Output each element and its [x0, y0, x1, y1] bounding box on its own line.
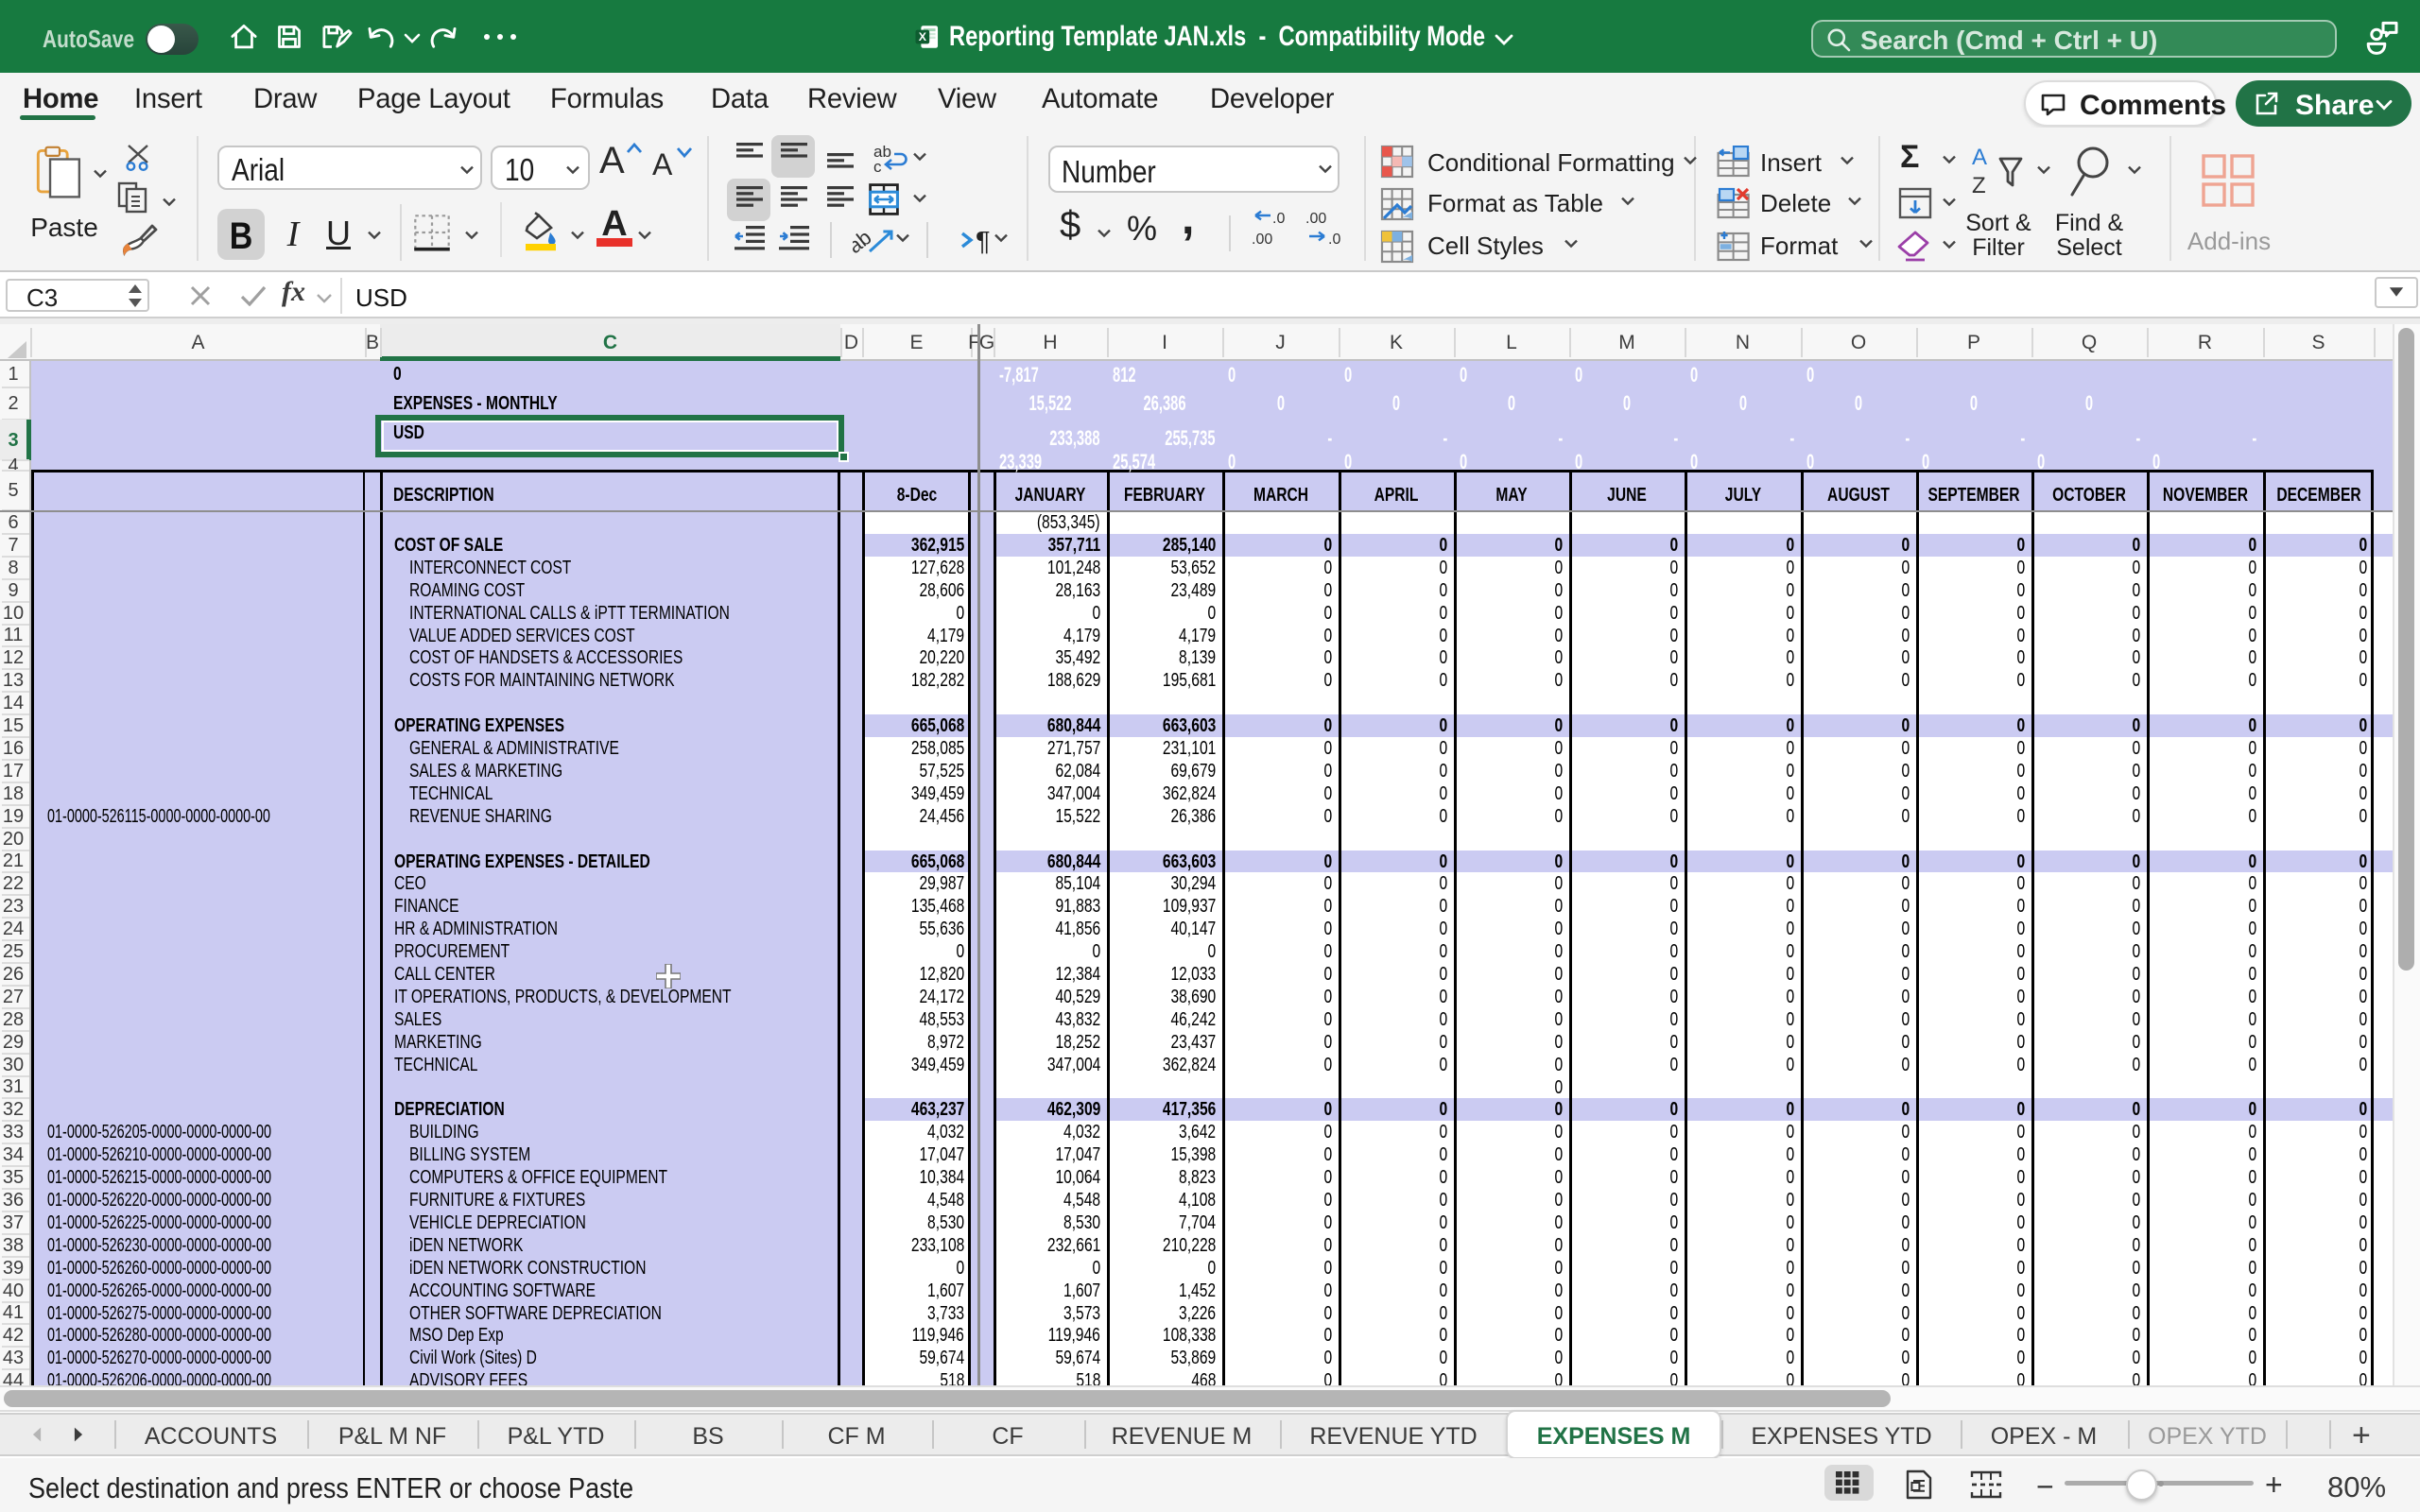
svg-text:A: A — [1972, 145, 1987, 170]
svg-text:¶: ¶ — [976, 227, 991, 255]
svg-text:Z: Z — [1972, 173, 1986, 198]
svg-text:.00: .00 — [1305, 211, 1326, 227]
svg-text:X: X — [919, 30, 927, 43]
svg-text:.00: .00 — [1252, 232, 1272, 248]
svg-text:c: c — [873, 158, 882, 174]
svg-text:ab: ab — [853, 225, 875, 256]
svg-text:ab: ab — [873, 144, 891, 161]
svg-text:.0: .0 — [1272, 211, 1285, 227]
svg-text:.0: .0 — [1328, 232, 1340, 248]
